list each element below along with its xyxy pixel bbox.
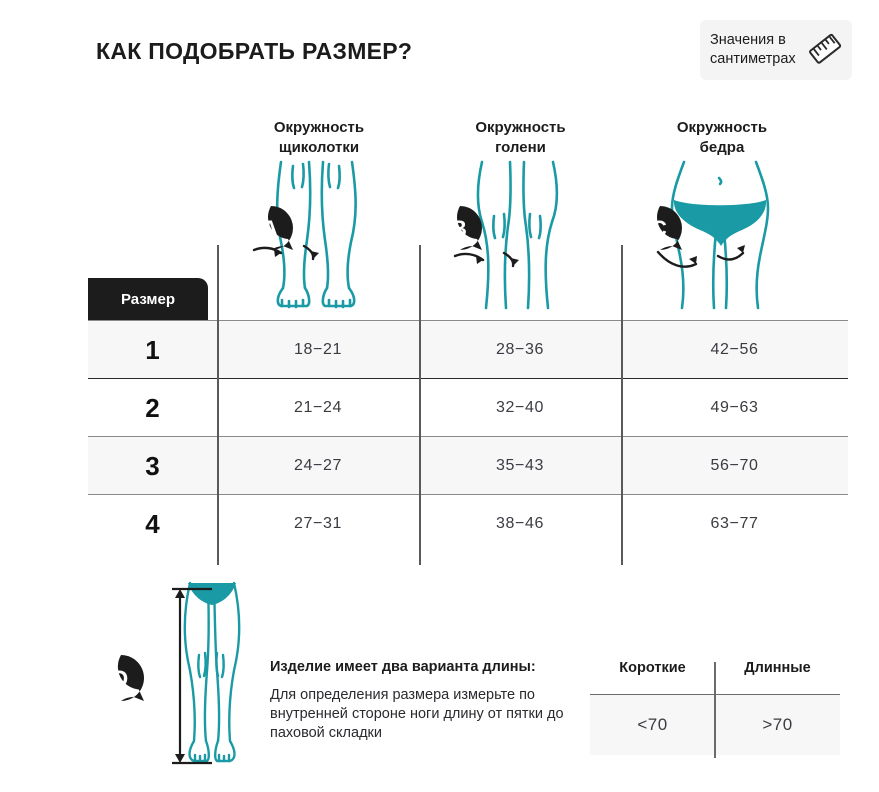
cell-ankle: 27−31: [294, 515, 342, 532]
cell-size: 2: [145, 392, 160, 423]
badge-b: B: [438, 206, 482, 250]
badge-c: C: [638, 206, 682, 250]
badge-d: D: [98, 655, 144, 701]
badge-a-label: A: [262, 216, 278, 241]
length-instructions: Изделие имеет два варианта длины: Для оп…: [270, 658, 570, 743]
badge-c-label: C: [651, 216, 667, 241]
column-header-ankle-line2: щиколотки: [278, 139, 360, 156]
badge-b-label: B: [451, 216, 467, 241]
column-header-calf-line1: Окружность: [475, 119, 566, 136]
cell-size: 4: [145, 508, 160, 539]
cell-size: 3: [145, 450, 160, 481]
column-header-ankle: Окружность щиколотки: [219, 118, 419, 158]
cell-ankle: 18−21: [294, 341, 342, 358]
cell-calf: 28−36: [496, 341, 544, 358]
unit-badge-text: Значения в сантиметрах: [710, 31, 810, 69]
cell-calf: 32−40: [496, 399, 544, 416]
ruler-icon: [809, 33, 842, 64]
length-instructions-body: Для определения размера измерьте по внут…: [270, 687, 564, 741]
length-table-header-long: Длинные: [744, 660, 811, 676]
unit-badge-line1: Значения в: [710, 32, 786, 48]
cell-ankle: 21−24: [294, 399, 342, 416]
length-table: Короткие Длинные <70 >70: [590, 660, 840, 758]
length-table-header-short: Короткие: [619, 660, 686, 676]
cell-hip: 42−56: [710, 341, 759, 358]
cell-hip: 56−70: [710, 457, 759, 474]
badge-a: A: [249, 206, 293, 250]
length-table-vertical-divider: [714, 662, 716, 758]
badge-d-label: D: [112, 665, 129, 691]
cell-calf: 38−46: [496, 515, 544, 532]
table-row: 1 18−21 28−36 42−56: [88, 320, 848, 379]
unit-badge: Значения в сантиметрах: [700, 20, 852, 80]
column-header-hip: Окружность бедра: [622, 118, 822, 158]
table-divider-3: [621, 245, 623, 565]
cell-hip: 63−77: [710, 515, 759, 532]
cell-hip: 49−63: [710, 399, 759, 416]
table-divider-2: [419, 245, 421, 565]
column-header-ankle-line1: Окружность: [273, 119, 365, 136]
calf-legs-illustration: [420, 160, 621, 310]
column-header-calf: Окружность голени: [420, 118, 621, 158]
ankle-legs-illustration: [219, 160, 419, 310]
size-column-tag-label: Размер: [120, 290, 176, 308]
cell-size: 1: [145, 334, 160, 365]
column-header-calf-line2: голени: [495, 139, 546, 156]
length-instructions-title: Изделие имеет два варианта длины:: [270, 659, 536, 675]
column-header-hip-line1: Окружность: [676, 119, 768, 136]
unit-badge-line2: сантиметрах: [710, 51, 796, 67]
length-table-value-long: >70: [762, 715, 793, 734]
table-row: 3 24−27 35−43 56−70: [88, 436, 848, 495]
size-column-tag: Размер: [88, 278, 208, 320]
page-title: КАК ПОДОБРАТЬ РАЗМЕР?: [96, 38, 413, 64]
length-table-header-row: Короткие Длинные: [590, 660, 840, 694]
table-divider-1: [217, 245, 219, 565]
full-legs-length-illustration: [150, 575, 270, 775]
length-table-value-short: <70: [637, 715, 668, 734]
cell-calf: 35−43: [496, 457, 544, 474]
cell-ankle: 24−27: [294, 457, 342, 474]
table-row: 4 27−31 38−46 63−77: [88, 494, 848, 553]
column-header-hip-line2: бедра: [699, 139, 745, 156]
table-row: 2 21−24 32−40 49−63: [88, 378, 848, 437]
